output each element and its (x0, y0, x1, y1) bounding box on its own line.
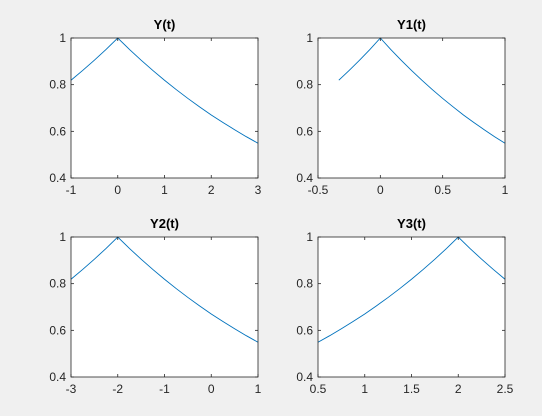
x-tick-label-y2: -2 (112, 382, 123, 396)
series-line-y3 (317, 236, 506, 343)
y-tick-label-y1: 0.6 (296, 124, 313, 138)
x-tick-label-y2: 0 (208, 382, 215, 396)
x-tick-label-y: -1 (66, 183, 77, 197)
plot-area-y1 (318, 38, 505, 178)
series-line-y (70, 37, 259, 144)
chart-title-y3: Y3(t) (397, 216, 426, 231)
y-tick-label-y1: 0.8 (296, 78, 313, 92)
y-tick-label-y1: 0.4 (296, 171, 313, 185)
plot-area-y3 (318, 237, 505, 377)
x-tick-label-y1: -0.5 (308, 183, 329, 197)
axes-y3: 0.5 1 1.5 2 2.5 0.4 0.6 0.8 1 Y3(t) (296, 216, 513, 396)
x-tick-label-y3: 2.5 (497, 382, 514, 396)
axes-y: -1 0 1 2 3 0.4 0.6 0.8 1 Y(t) (49, 17, 261, 197)
y-tick-label-y2: 0.8 (49, 277, 66, 291)
axes-y1: -0.5 0 0.5 1 0.4 0.6 0.8 1 Y1(t) (296, 17, 508, 197)
axes-y2: -3 -2 -1 0 1 0.4 0.6 0.8 1 Y2(t) (49, 216, 261, 396)
x-tick-label-y1: 1 (502, 183, 509, 197)
chart-title-y2: Y2(t) (150, 216, 179, 231)
x-tick-label-y3: 1.5 (403, 382, 420, 396)
x-tick-label-y2: -1 (159, 382, 170, 396)
y-tick-label-y2: 0.4 (49, 370, 66, 384)
y-tick-label-y: 0.4 (49, 171, 66, 185)
x-tick-label-y: 3 (255, 183, 262, 197)
x-tick-label-y3: 2 (455, 382, 462, 396)
y-tick-label-y2: 0.6 (49, 323, 66, 337)
x-tick-label-y: 0 (114, 183, 121, 197)
chart-title-y: Y(t) (154, 17, 176, 32)
y-tick-label-y: 0.8 (49, 78, 66, 92)
y-tick-label-y3: 0.6 (296, 323, 313, 337)
x-tick-label-y2: -3 (66, 382, 77, 396)
series-line-y1 (338, 37, 506, 144)
axes-box-y1 (317, 37, 506, 179)
y-tick-label-y3: 0.4 (296, 370, 313, 384)
x-tick-label-y1: 0.5 (434, 183, 451, 197)
plot-area-y2 (71, 237, 258, 377)
y-tick-label-y: 1 (59, 31, 66, 45)
y-tick-label-y3: 1 (306, 230, 313, 244)
x-tick-label-y: 2 (208, 183, 215, 197)
y-tick-label-y: 0.6 (49, 124, 66, 138)
y-tick-label-y3: 0.8 (296, 277, 313, 291)
plot-area-y (71, 38, 258, 178)
x-tick-label-y3: 1 (361, 382, 368, 396)
y-tick-label-y2: 1 (59, 230, 66, 244)
x-tick-label-y1: 0 (377, 183, 384, 197)
chart-title-y1: Y1(t) (397, 17, 426, 32)
y-tick-label-y1: 1 (306, 31, 313, 45)
series-line-y2 (70, 236, 259, 343)
x-tick-label-y: 1 (161, 183, 168, 197)
x-tick-label-y3: 0.5 (310, 382, 327, 396)
x-tick-label-y2: 1 (255, 382, 262, 396)
